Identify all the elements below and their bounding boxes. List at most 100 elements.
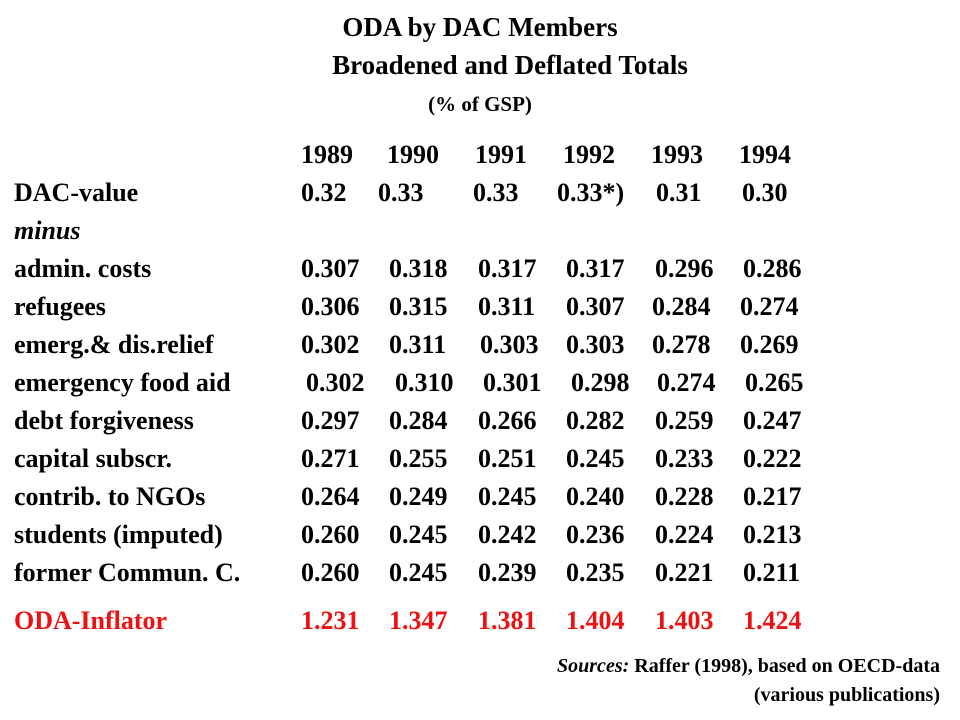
table-cell: 0.259 xyxy=(655,406,714,435)
inflator-row: ODA-Inflator 1.231 1.347 1.381 1.404 1.4… xyxy=(14,606,914,644)
table-cell: 0.315 xyxy=(389,292,448,321)
year-header-row: 1989 1990 1991 1992 1993 1994 xyxy=(14,140,914,178)
table-cell: 0.317 xyxy=(478,254,537,283)
table-cell: 0.245 xyxy=(478,482,537,511)
table-cell: 0.303 xyxy=(566,330,625,359)
table-cell: 0.235 xyxy=(566,558,625,587)
row-label: admin. costs xyxy=(14,254,152,283)
table-cell: 0.303 xyxy=(480,330,539,359)
table-cell: 0.217 xyxy=(743,482,802,511)
row-label: refugees xyxy=(14,292,106,321)
table-cell: 0.296 xyxy=(655,254,714,283)
table-row: former Commun. C. 0.260 0.245 0.239 0.23… xyxy=(14,558,914,596)
table-cell: 0.266 xyxy=(478,406,537,435)
inflator-cell: 1.381 xyxy=(478,606,537,635)
row-label: DAC-value xyxy=(14,178,139,207)
inflator-cell: 1.404 xyxy=(566,606,625,635)
table-cell: 0.265 xyxy=(745,368,804,397)
table-cell: 0.33 xyxy=(473,178,519,207)
table-cell: 0.278 xyxy=(652,330,711,359)
row-label: contrib. to NGOs xyxy=(14,482,206,511)
table-row: contrib. to NGOs 0.264 0.249 0.245 0.240… xyxy=(14,482,914,520)
inflator-cell: 1.347 xyxy=(389,606,448,635)
table-cell: 0.224 xyxy=(655,520,714,549)
inflator-cell: 1.424 xyxy=(743,606,802,635)
year-1990: 1990 xyxy=(387,140,439,169)
table-cell: 0.260 xyxy=(301,520,360,549)
table-cell: 0.247 xyxy=(743,406,802,435)
table-cell: 0.222 xyxy=(743,444,802,473)
table-row: admin. costs 0.307 0.318 0.317 0.317 0.2… xyxy=(14,254,914,292)
table-cell: 0.297 xyxy=(301,406,360,435)
table-cell: 0.239 xyxy=(478,558,537,587)
table-cell: 0.284 xyxy=(652,292,711,321)
table-cell: 0.228 xyxy=(655,482,714,511)
table-cell: 0.284 xyxy=(389,406,448,435)
table-cell: 0.245 xyxy=(389,520,448,549)
table-cell: 0.264 xyxy=(301,482,360,511)
table-cell: 0.242 xyxy=(478,520,537,549)
row-label: minus xyxy=(14,216,81,245)
inflator-cell: 1.403 xyxy=(655,606,714,635)
year-1992: 1992 xyxy=(563,140,615,169)
table-cell: 0.298 xyxy=(571,368,630,397)
row-label: former Commun. C. xyxy=(14,558,241,587)
inflator-label: ODA-Inflator xyxy=(14,606,168,635)
year-1993: 1993 xyxy=(651,140,703,169)
table-cell: 0.306 xyxy=(301,292,360,321)
sources-line-2: (various publications) xyxy=(753,684,940,706)
row-label: debt forgiveness xyxy=(14,406,194,435)
table-cell: 0.233 xyxy=(655,444,714,473)
row-label: emerg.& dis.relief xyxy=(14,330,214,359)
table-cell: 0.31 xyxy=(656,178,702,207)
table-cell: 0.240 xyxy=(566,482,625,511)
table-row: DAC-value 0.32 0.33 0.33 0.33*) 0.31 0.3… xyxy=(14,178,914,216)
oda-table: 1989 1990 1991 1992 1993 1994 DAC-value … xyxy=(14,140,914,644)
table-cell: 0.236 xyxy=(566,520,625,549)
table-cell: 0.221 xyxy=(655,558,714,587)
table-cell: 0.302 xyxy=(306,368,365,397)
table-cell: 0.271 xyxy=(301,444,360,473)
sources-lead: Sources: xyxy=(557,655,630,677)
table-cell: 0.211 xyxy=(743,558,801,587)
table-cell: 0.255 xyxy=(389,444,448,473)
year-1991: 1991 xyxy=(475,140,527,169)
table-cell: 0.318 xyxy=(389,254,448,283)
table-row: refugees 0.306 0.315 0.311 0.307 0.284 0… xyxy=(14,292,914,330)
table-row: students (imputed) 0.260 0.245 0.242 0.2… xyxy=(14,520,914,558)
table-row: debt forgiveness 0.297 0.284 0.266 0.282… xyxy=(14,406,914,444)
sources-line-1: Sources: Raffer (1998), based on OECD-da… xyxy=(557,655,940,678)
table-cell: 0.33*) xyxy=(557,178,625,207)
table-cell: 0.301 xyxy=(483,368,542,397)
year-1989: 1989 xyxy=(301,140,353,169)
table-row: emergency food aid 0.302 0.310 0.301 0.2… xyxy=(14,368,914,406)
unit-label: (% of GSP) xyxy=(428,92,532,116)
table-cell: 0.274 xyxy=(657,368,716,397)
page-title: ODA by DAC Members xyxy=(342,12,618,42)
table-cell: 0.33 xyxy=(378,178,424,207)
table-row: capital subscr. 0.271 0.255 0.251 0.245 … xyxy=(14,444,914,482)
table-row: emerg.& dis.relief 0.302 0.311 0.303 0.3… xyxy=(14,330,914,368)
table-cell: 0.302 xyxy=(301,330,360,359)
table-cell: 0.311 xyxy=(389,330,447,359)
inflator-cell: 1.231 xyxy=(301,606,360,635)
table-cell: 0.282 xyxy=(566,406,625,435)
table-cell: 0.311 xyxy=(478,292,536,321)
year-1994: 1994 xyxy=(739,140,791,169)
table-row: minus xyxy=(14,216,914,254)
table-cell: 0.251 xyxy=(478,444,537,473)
table-cell: 0.286 xyxy=(743,254,802,283)
sources-text: Raffer (1998), based on OECD-data xyxy=(634,655,940,677)
table-cell: 0.260 xyxy=(301,558,360,587)
page-subtitle: Broadened and Deflated Totals xyxy=(332,50,688,80)
table-cell: 0.307 xyxy=(301,254,360,283)
row-label: capital subscr. xyxy=(14,444,172,473)
table-cell: 0.245 xyxy=(566,444,625,473)
table-cell: 0.307 xyxy=(566,292,625,321)
table-cell: 0.213 xyxy=(743,520,802,549)
table-cell: 0.245 xyxy=(389,558,448,587)
table-cell: 0.30 xyxy=(742,178,788,207)
table-spacer xyxy=(14,596,914,606)
table-cell: 0.32 xyxy=(301,178,347,207)
table-cell: 0.269 xyxy=(740,330,799,359)
